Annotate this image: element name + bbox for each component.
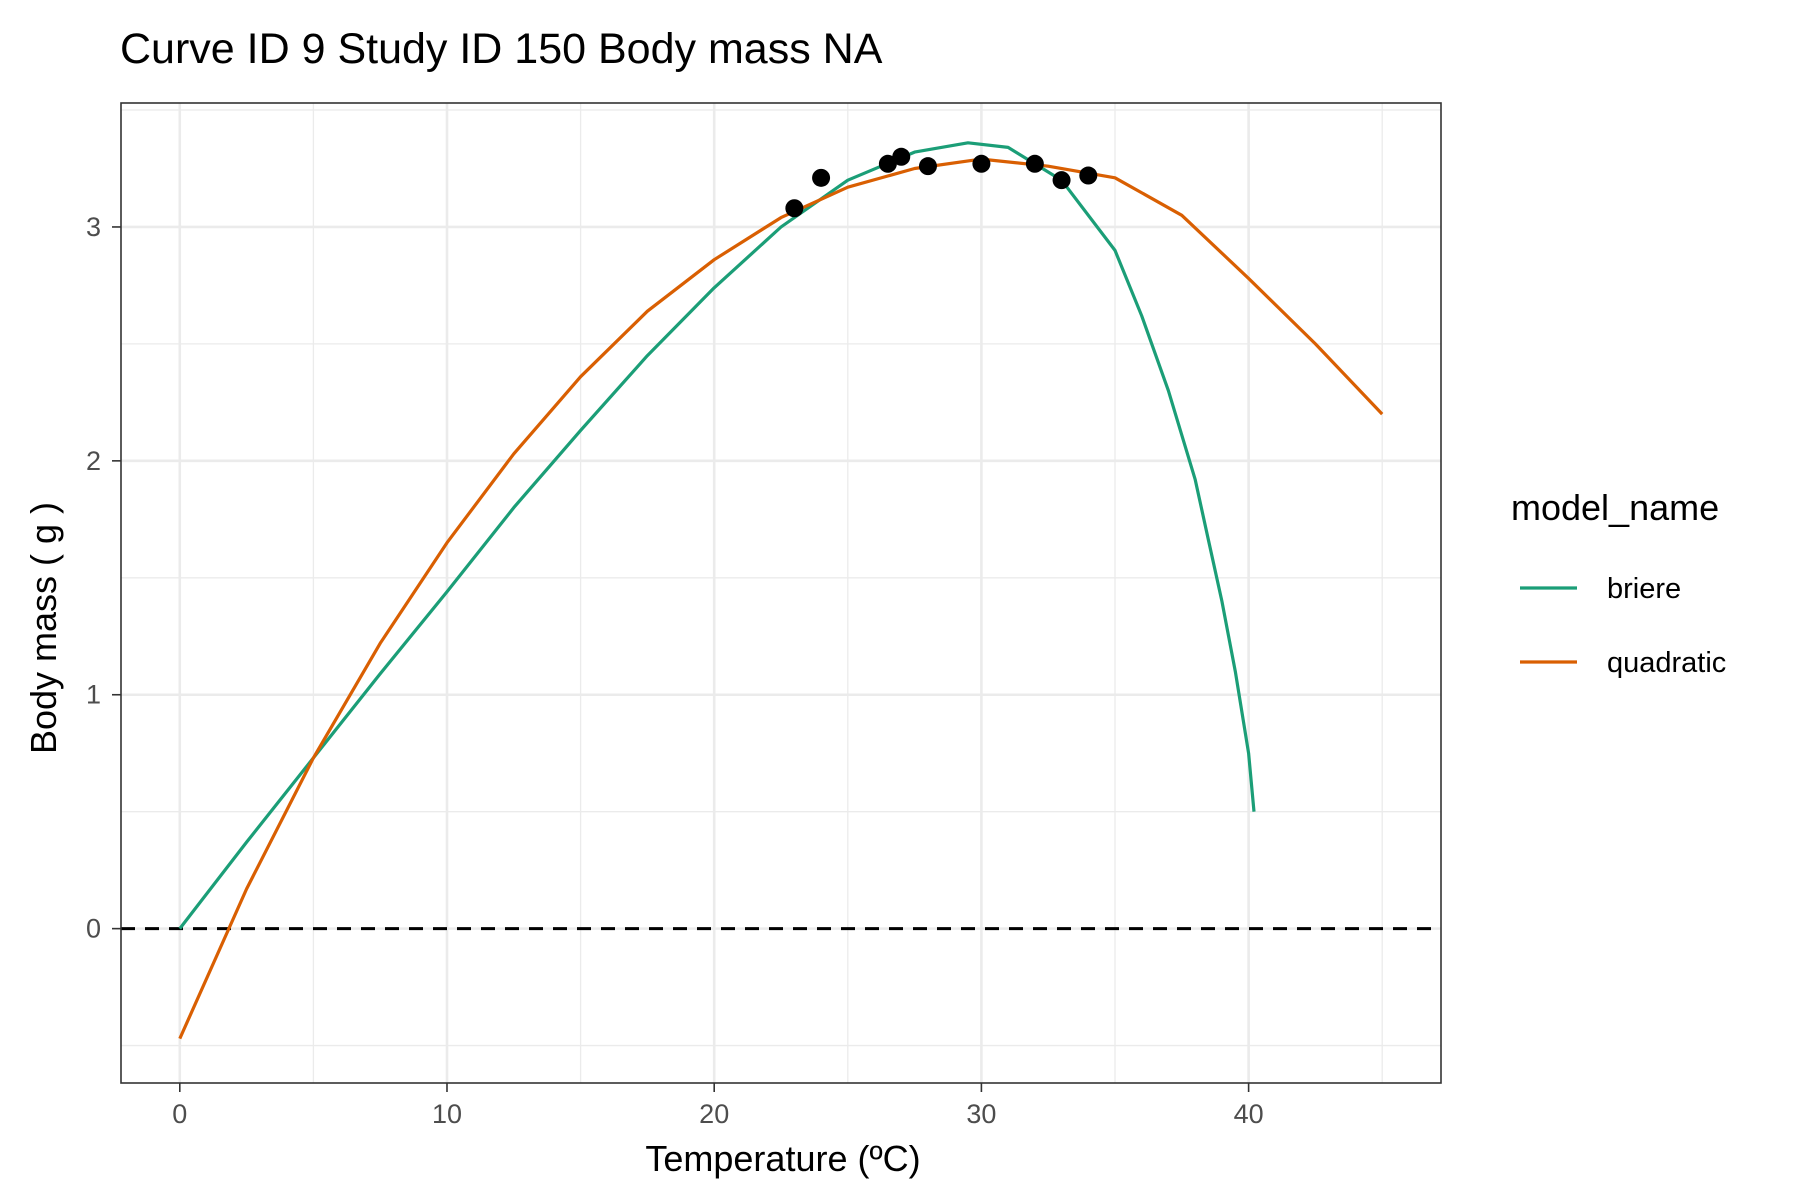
legend: briere quadratic (1520, 573, 1726, 679)
data-point (1079, 166, 1098, 185)
x-tick-label: 20 (699, 1099, 729, 1129)
y-tick-label: 0 (86, 914, 101, 944)
data-point (918, 157, 937, 176)
legend-label-briere: briere (1607, 573, 1681, 605)
data-point (1052, 171, 1071, 190)
data-point (1025, 154, 1044, 173)
y-tick-label: 3 (86, 212, 101, 242)
x-tick-label: 10 (432, 1099, 462, 1129)
x-axis-title: Temperature (ºC) (645, 1138, 920, 1179)
y-tick-label: 2 (86, 446, 101, 476)
x-tick-label: 0 (172, 1099, 187, 1129)
plot-panel: 0 10 20 30 40 0 1 2 3 (86, 102, 1442, 1129)
data-point (812, 168, 831, 187)
plot-border (120, 102, 1442, 1084)
series-line-quadratic (178, 157, 1384, 1040)
y-axis-title: Body mass ( g ) (23, 502, 64, 754)
x-tick-label: 30 (966, 1099, 996, 1129)
data-point (878, 154, 897, 173)
chart-title: Curve ID 9 Study ID 150 Body mass NA (120, 25, 883, 73)
legend-title: model_name (1511, 487, 1719, 528)
data-point (785, 199, 804, 218)
y-tick-label: 1 (86, 680, 101, 710)
x-tick-label: 40 (1234, 1099, 1264, 1129)
data-point (972, 154, 991, 173)
data-point (892, 147, 911, 166)
plot-background (121, 103, 1441, 1083)
series-line-briere (178, 141, 1256, 930)
legend-label-quadratic: quadratic (1607, 647, 1726, 679)
